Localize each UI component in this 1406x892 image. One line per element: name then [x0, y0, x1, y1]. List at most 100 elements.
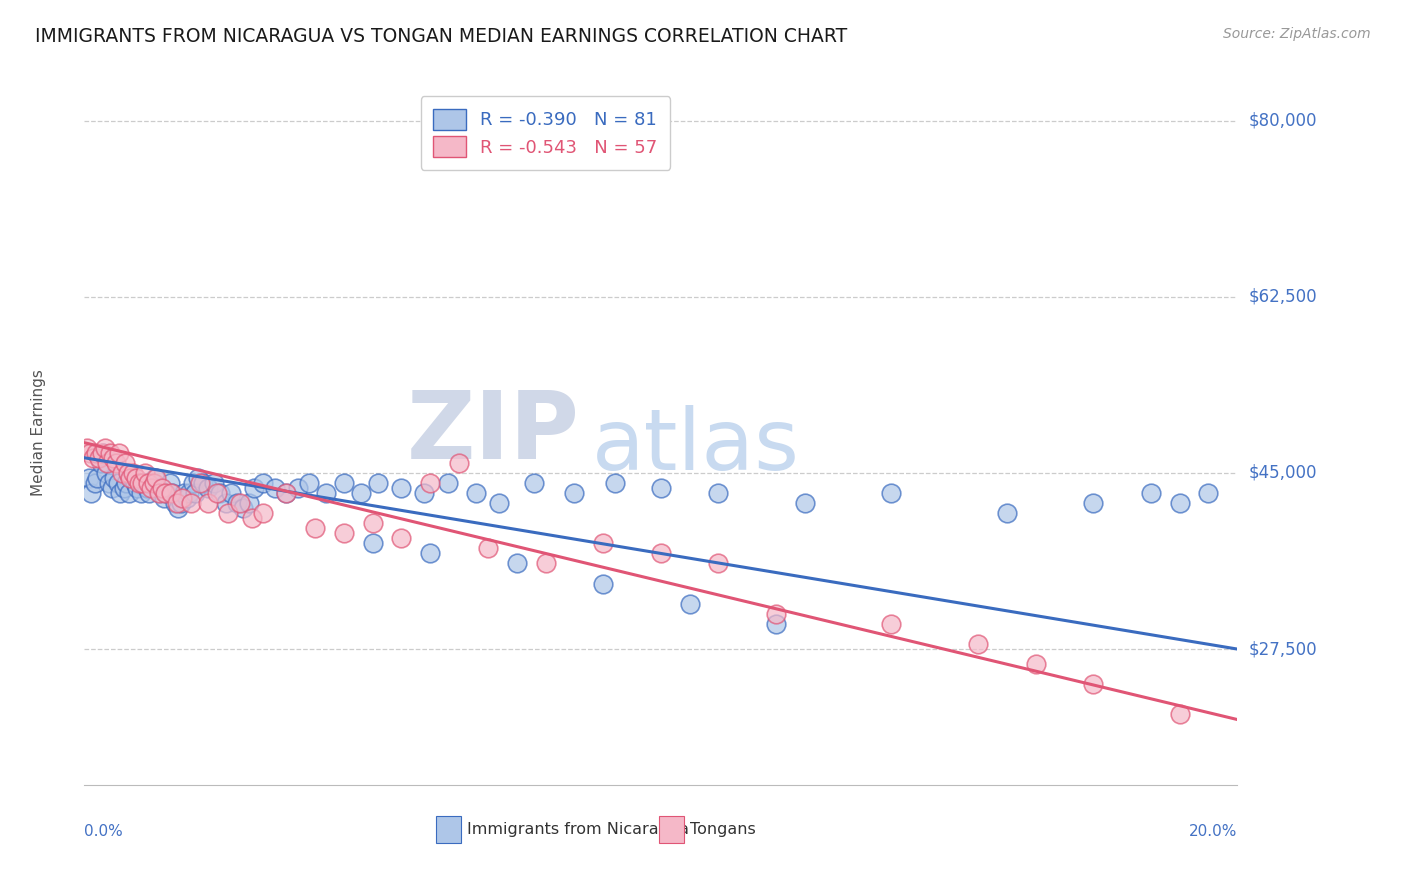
- Point: [176, 491, 198, 505]
- Point: [707, 486, 730, 500]
- Point: [1168, 496, 1191, 510]
- Point: [1198, 486, 1220, 500]
- Point: [150, 481, 173, 495]
- Point: [436, 475, 458, 490]
- Text: $45,000: $45,000: [1249, 464, 1317, 482]
- Text: $80,000: $80,000: [1249, 112, 1317, 129]
- Point: [232, 501, 254, 516]
- Text: 0.0%: 0.0%: [84, 823, 124, 838]
- Point: [650, 481, 672, 495]
- Point: [87, 450, 110, 465]
- Point: [707, 557, 730, 571]
- Point: [603, 475, 626, 490]
- Point: [1140, 486, 1163, 500]
- Point: [103, 450, 124, 465]
- Legend: R = -0.390   N = 81, R = -0.543   N = 57: R = -0.390 N = 81, R = -0.543 N = 57: [420, 96, 671, 169]
- Text: Source: ZipAtlas.com: Source: ZipAtlas.com: [1223, 27, 1371, 41]
- Point: [391, 532, 413, 546]
- Point: [449, 456, 471, 470]
- Point: [488, 496, 510, 510]
- Point: [108, 446, 131, 460]
- Point: [105, 456, 128, 470]
- Point: [794, 496, 817, 510]
- Point: [107, 475, 129, 490]
- Point: [111, 466, 134, 480]
- Point: [1025, 657, 1047, 672]
- Text: Tongans: Tongans: [690, 822, 755, 837]
- Point: [205, 486, 228, 500]
- Point: [160, 486, 183, 500]
- Point: [89, 456, 111, 470]
- Point: [153, 491, 176, 505]
- Point: [166, 501, 188, 516]
- Point: [153, 486, 176, 500]
- Point: [252, 475, 274, 490]
- Point: [115, 475, 138, 490]
- Point: [114, 456, 136, 470]
- Point: [117, 466, 139, 480]
- Point: [172, 491, 194, 505]
- Point: [350, 486, 373, 500]
- Point: [145, 471, 167, 485]
- Point: [149, 486, 172, 500]
- Point: [1083, 677, 1105, 691]
- Point: [143, 471, 166, 485]
- Point: [263, 481, 285, 495]
- Point: [82, 450, 104, 465]
- Point: [173, 486, 195, 500]
- Point: [465, 486, 488, 500]
- Point: [112, 481, 135, 495]
- Point: [202, 475, 225, 490]
- Point: [120, 471, 142, 485]
- Point: [97, 475, 120, 490]
- Point: [238, 496, 260, 510]
- Point: [679, 597, 702, 611]
- Point: [84, 446, 107, 460]
- Point: [191, 475, 214, 490]
- Point: [226, 496, 249, 510]
- Point: [129, 486, 152, 500]
- Point: [125, 471, 148, 485]
- Point: [534, 557, 557, 571]
- Point: [361, 536, 384, 550]
- Point: [229, 496, 252, 510]
- Point: [276, 486, 298, 500]
- Text: IMMIGRANTS FROM NICARAGUA VS TONGAN MEDIAN EARNINGS CORRELATION CHART: IMMIGRANTS FROM NICARAGUA VS TONGAN MEDI…: [35, 27, 848, 45]
- Point: [121, 471, 143, 485]
- Point: [134, 466, 156, 480]
- Point: [287, 481, 309, 495]
- Point: [160, 486, 183, 500]
- Point: [132, 475, 155, 490]
- FancyBboxPatch shape: [436, 816, 461, 843]
- Point: [98, 446, 121, 460]
- Point: [197, 496, 219, 510]
- Point: [1083, 496, 1105, 510]
- Point: [148, 486, 170, 500]
- Point: [136, 475, 159, 490]
- Point: [188, 475, 211, 490]
- Point: [477, 541, 499, 556]
- Point: [361, 516, 384, 531]
- Point: [139, 481, 162, 495]
- Point: [506, 557, 529, 571]
- Point: [1168, 707, 1191, 722]
- Point: [333, 475, 356, 490]
- Text: Immigrants from Nicaragua: Immigrants from Nicaragua: [467, 822, 689, 837]
- Point: [131, 475, 153, 490]
- Point: [165, 496, 187, 510]
- Point: [155, 486, 177, 500]
- Point: [96, 466, 118, 480]
- Text: atlas: atlas: [592, 405, 800, 488]
- Point: [419, 546, 441, 560]
- Point: [101, 481, 124, 495]
- Point: [592, 576, 614, 591]
- Point: [122, 466, 145, 480]
- Point: [298, 475, 321, 490]
- Point: [208, 486, 231, 500]
- Text: $62,500: $62,500: [1249, 288, 1317, 306]
- Point: [159, 475, 181, 490]
- Point: [181, 475, 204, 490]
- Point: [93, 441, 115, 455]
- Point: [80, 486, 103, 500]
- Point: [304, 521, 326, 535]
